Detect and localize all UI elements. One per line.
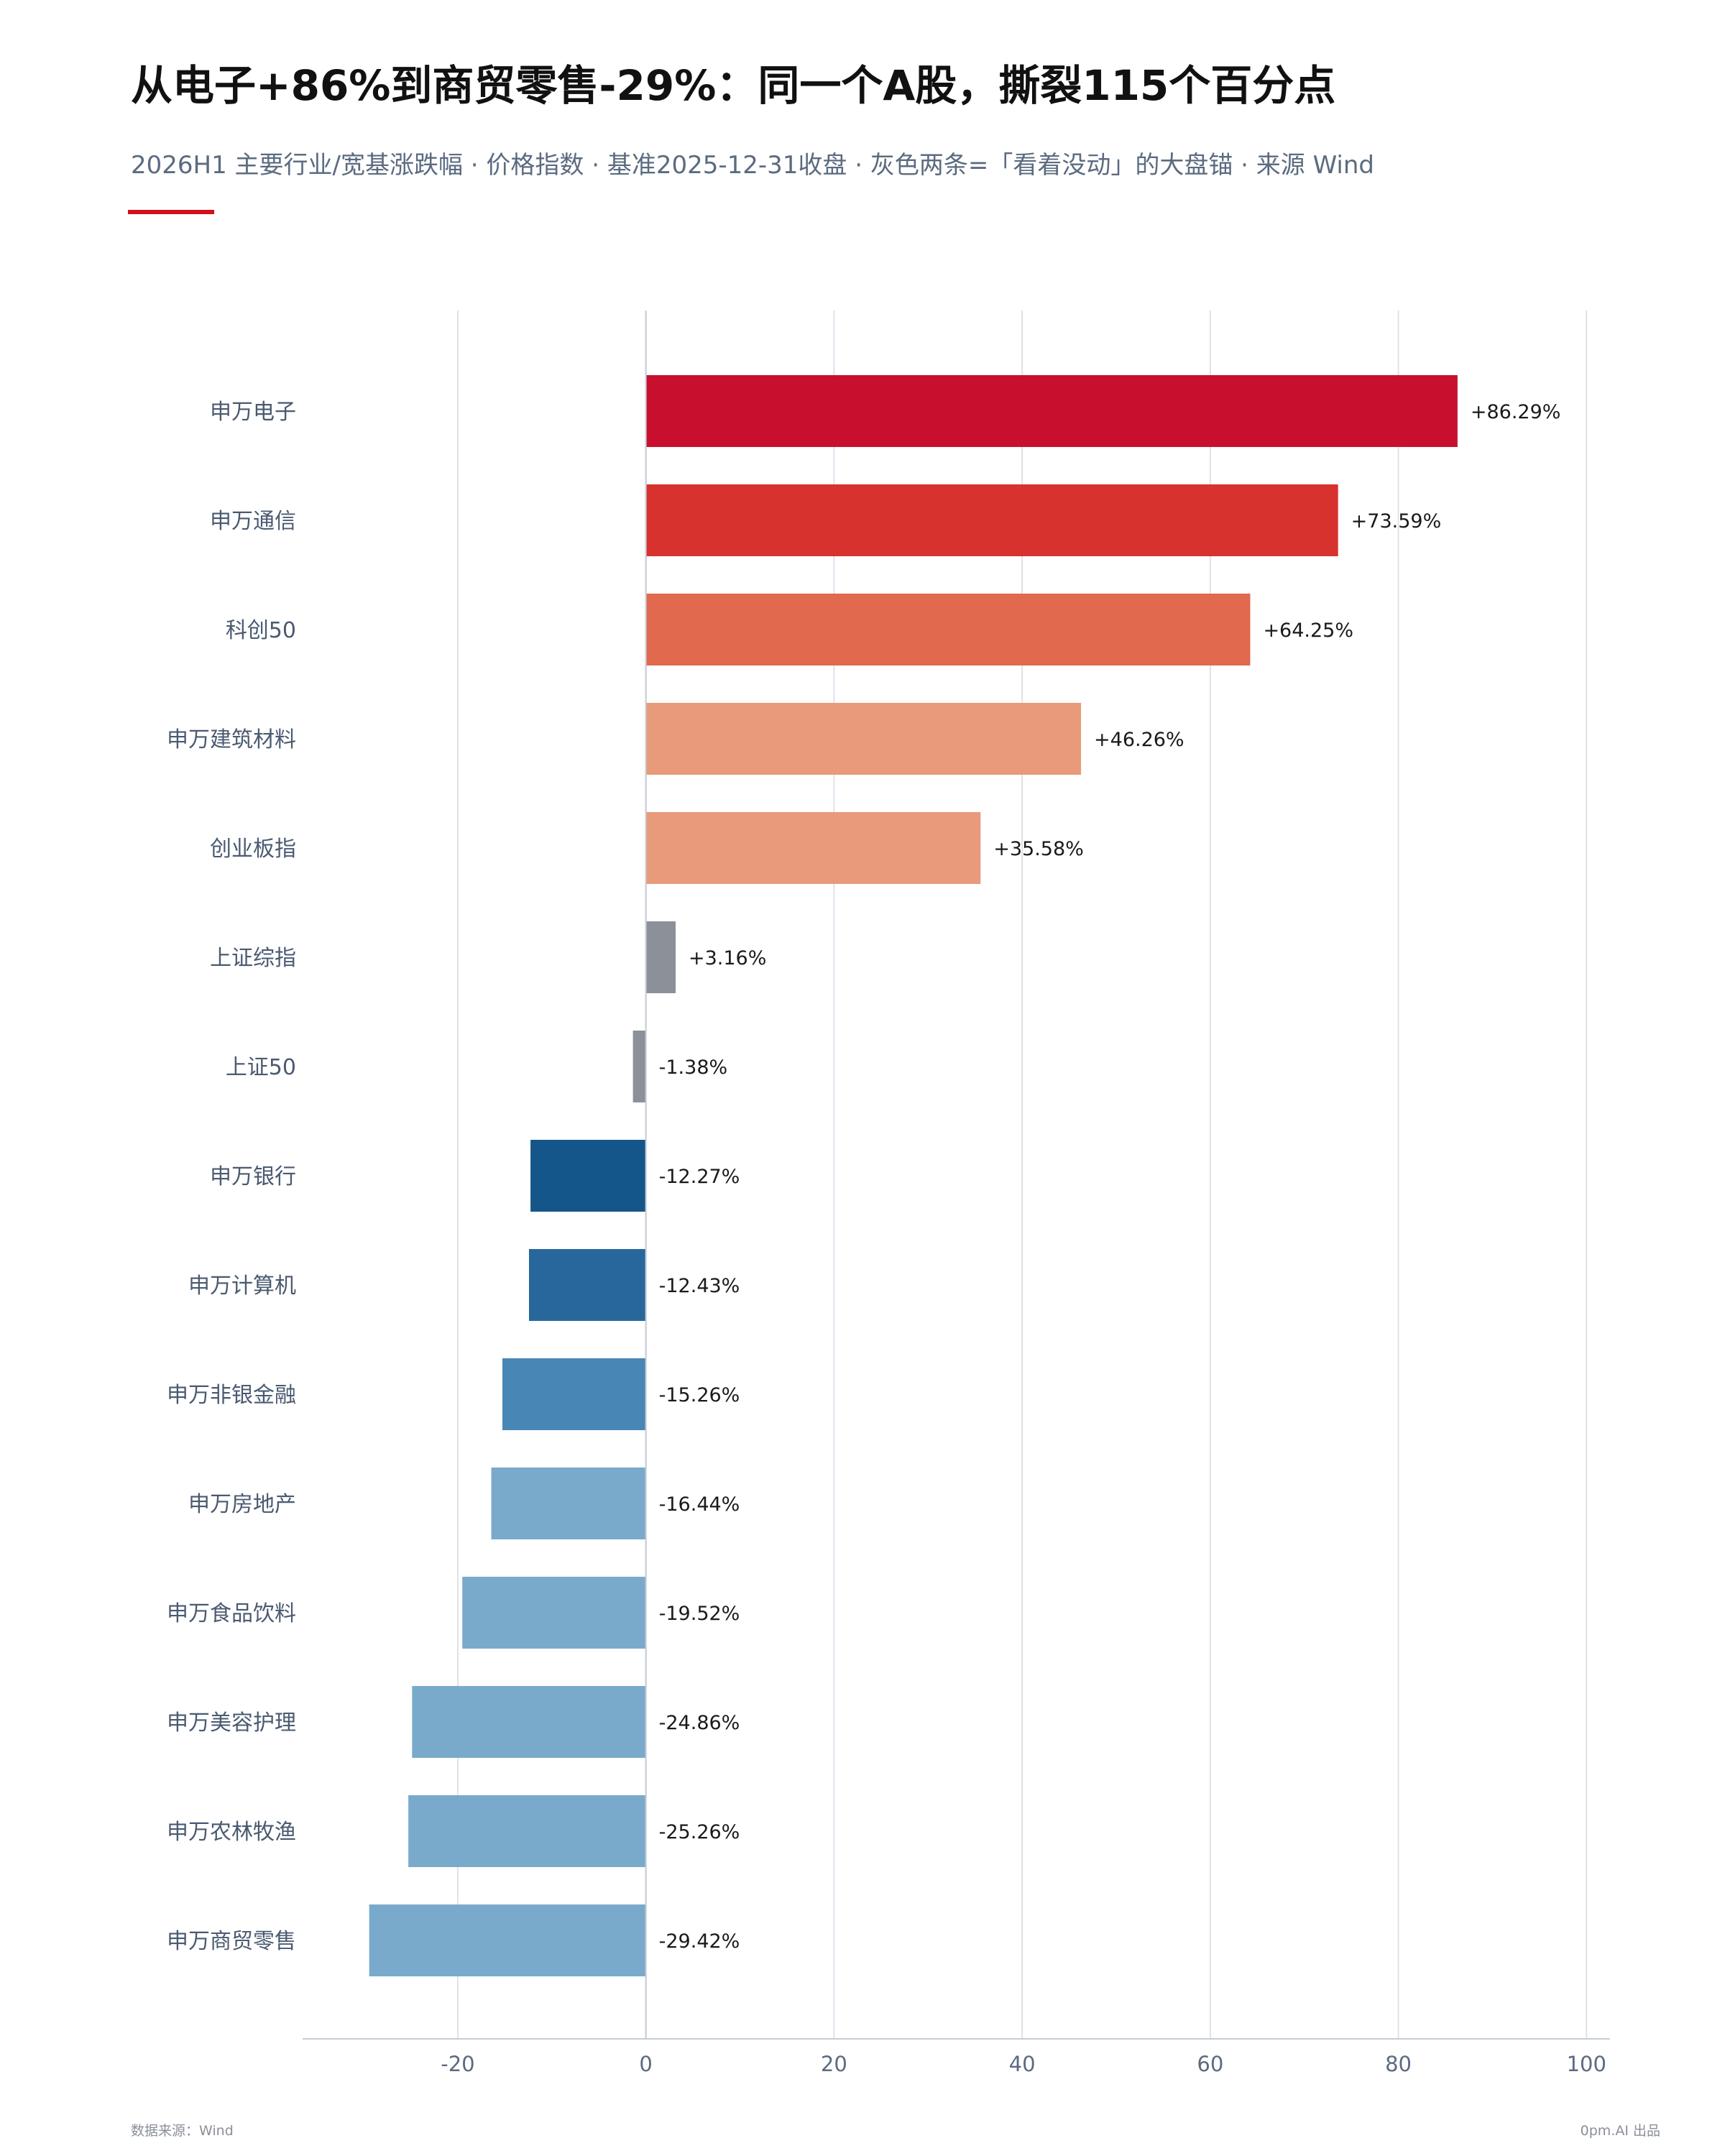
data-label: +64.25% — [1263, 619, 1353, 642]
data-label: -15.26% — [659, 1384, 740, 1406]
gridlines — [303, 310, 1610, 2040]
bar — [632, 1031, 646, 1102]
x-tick-label: 60 — [1197, 2052, 1223, 2076]
bars — [369, 310, 1458, 2039]
bar — [645, 703, 1082, 775]
data-label: -19.52% — [659, 1603, 740, 1625]
category-label: 申万房地产 — [188, 1492, 296, 1517]
bar — [502, 1358, 646, 1430]
category-label: 申万美容护理 — [167, 1710, 296, 1736]
bar — [645, 812, 981, 884]
category-label: 申万通信 — [210, 509, 296, 534]
data-label: -16.44% — [659, 1493, 740, 1516]
bar — [645, 484, 1338, 556]
category-label: 科创50 — [226, 618, 296, 643]
data-label: -25.26% — [659, 1821, 740, 1843]
data-label: -12.27% — [659, 1166, 740, 1188]
data-label: +46.26% — [1094, 729, 1184, 751]
bar — [369, 1904, 646, 1976]
bar — [530, 1140, 646, 1212]
bar — [528, 1249, 646, 1321]
category-label: 申万计算机 — [188, 1273, 296, 1299]
data-label: -29.42% — [659, 1930, 740, 1953]
x-tick-label: 20 — [821, 2052, 847, 2076]
bar — [462, 1577, 646, 1649]
bar — [408, 1795, 646, 1867]
category-label: 申万农林牧渔 — [167, 1820, 296, 1845]
data-label: +73.59% — [1351, 510, 1442, 533]
category-label: 申万建筑材料 — [167, 727, 296, 752]
accent-rule — [128, 210, 214, 214]
data-label: +3.16% — [689, 947, 766, 969]
x-tick-label: 0 — [639, 2052, 652, 2076]
category-label: 上证综指 — [210, 946, 296, 971]
category-label: 申万电子 — [210, 400, 296, 425]
category-label: 申万商贸零售 — [167, 1929, 296, 1954]
bar — [645, 921, 676, 993]
bar — [645, 594, 1251, 665]
category-label: 申万银行 — [210, 1164, 296, 1189]
bar — [412, 1686, 646, 1758]
category-label: 申万非银金融 — [167, 1383, 296, 1408]
x-tick-label: -20 — [441, 2052, 474, 2076]
x-tick-label: 100 — [1567, 2052, 1606, 2076]
bar — [491, 1468, 646, 1539]
data-label: -24.86% — [659, 1712, 740, 1734]
labels: -20 0 20 40 60 80 100 申万电子 +86.29% 申万通信 +73.59% 科创5… — [167, 400, 1606, 2076]
category-label: 申万食品饮料 — [167, 1601, 296, 1626]
footer-credit: 0pm.AI 出品 — [1580, 2123, 1660, 2139]
x-tick-label: 40 — [1009, 2052, 1036, 2076]
x-tick-label: 80 — [1385, 2052, 1412, 2076]
data-label: +86.29% — [1471, 401, 1561, 423]
data-label: -1.38% — [659, 1056, 728, 1079]
bar — [645, 375, 1458, 447]
chart-subtitle: 2026H1 主要行业/宽基涨跌幅 · 价格指数 · 基准2025-12-31收… — [131, 151, 1375, 180]
category-label: 上证50 — [226, 1055, 296, 1080]
category-label: 创业板指 — [210, 837, 296, 862]
chart-title: 从电子+86%到商贸零售-29%：同一个A股，撕裂115个百分点 — [131, 61, 1336, 110]
data-label: -12.43% — [659, 1275, 740, 1297]
data-label: +35.58% — [993, 838, 1084, 860]
footer-source: 数据来源：Wind — [131, 2123, 234, 2139]
